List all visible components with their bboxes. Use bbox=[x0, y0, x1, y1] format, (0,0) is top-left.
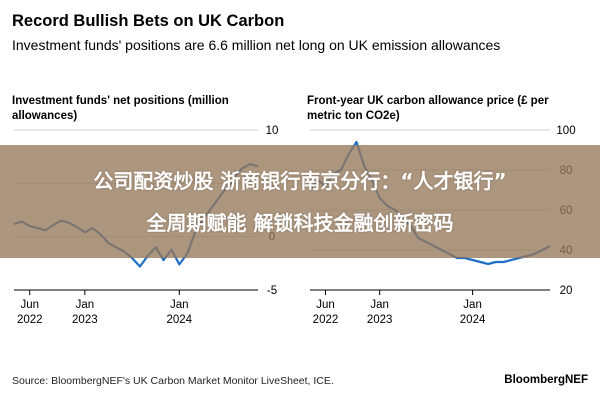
y-tick-label: -5 bbox=[267, 285, 277, 297]
x-tick-label: Jun bbox=[316, 299, 335, 311]
left-chart-title: Investment funds' net positions (million… bbox=[12, 95, 229, 122]
x-tick-year: 2022 bbox=[17, 314, 43, 326]
y-tick-label: 20 bbox=[560, 285, 573, 297]
overlay-banner: 公司配资炒股 浙商银行南京分行：“人才银行” 全周期赋能 解锁科技金融创新密码 bbox=[0, 145, 600, 258]
x-tick-label: Jan bbox=[76, 299, 95, 311]
x-tick-year: 2024 bbox=[460, 314, 486, 326]
overlay-line-2: 全周期赋能 解锁科技金融创新密码 bbox=[146, 211, 454, 235]
x-tick-year: 2022 bbox=[313, 314, 339, 326]
x-tick-label: Jun bbox=[20, 299, 39, 311]
overlay-line-1: 公司配资炒股 浙商银行南京分行：“人才银行” bbox=[93, 169, 507, 193]
right-chart-title: Front-year UK carbon allowance price (£ … bbox=[307, 95, 549, 122]
y-tick-label: 10 bbox=[266, 125, 279, 137]
y-tick-label: 100 bbox=[556, 125, 575, 137]
x-tick-label: Jan bbox=[170, 299, 189, 311]
brand-logo: BloombergNEF bbox=[504, 374, 588, 386]
source-note: Source: BloombergNEF's UK Carbon Market … bbox=[12, 375, 334, 387]
page-subtitle: Investment funds' positions are 6.6 mill… bbox=[12, 37, 501, 53]
x-tick-label: Jan bbox=[370, 299, 389, 311]
x-tick-year: 2023 bbox=[72, 314, 98, 326]
x-tick-label: Jan bbox=[463, 299, 482, 311]
x-tick-year: 2023 bbox=[367, 314, 393, 326]
page-title: Record Bullish Bets on UK Carbon bbox=[12, 12, 285, 30]
x-tick-year: 2024 bbox=[166, 314, 192, 326]
